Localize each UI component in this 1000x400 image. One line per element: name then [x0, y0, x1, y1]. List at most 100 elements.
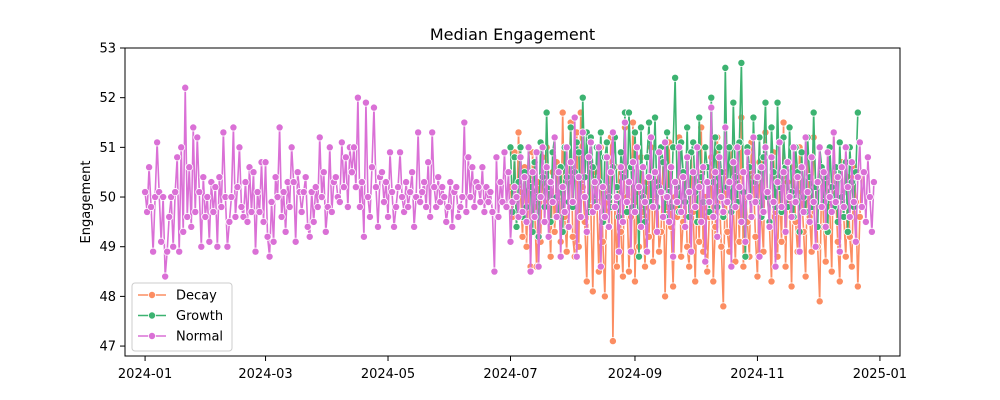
data-point — [751, 197, 760, 206]
data-point — [612, 193, 621, 202]
data-point — [691, 202, 700, 211]
data-point — [536, 193, 545, 202]
data-point — [255, 207, 264, 216]
data-point — [406, 188, 415, 197]
data-point — [410, 222, 419, 231]
data-point — [343, 202, 352, 211]
data-point — [645, 173, 654, 182]
data-point — [442, 217, 451, 226]
legend-frame — [131, 282, 233, 352]
data-point — [761, 98, 770, 107]
data-point — [584, 153, 593, 162]
data-point — [494, 212, 503, 221]
data-point — [367, 163, 376, 172]
data-point — [480, 207, 489, 216]
data-point — [705, 197, 714, 206]
data-point — [502, 202, 511, 211]
data-point — [500, 148, 509, 157]
data-point — [827, 267, 836, 276]
data-point — [779, 168, 788, 177]
data-point — [496, 178, 505, 187]
data-point — [490, 267, 499, 276]
data-point — [695, 113, 704, 122]
data-point — [739, 262, 748, 271]
data-point — [695, 237, 704, 246]
data-point — [219, 128, 228, 137]
data-point — [476, 197, 485, 206]
data-point — [402, 178, 411, 187]
data-point — [349, 143, 358, 152]
data-point — [191, 207, 200, 216]
data-point — [149, 247, 158, 256]
data-point — [327, 207, 336, 216]
data-point — [474, 183, 483, 192]
data-point — [723, 197, 732, 206]
data-point — [566, 158, 575, 167]
data-point — [418, 188, 427, 197]
data-point — [440, 193, 449, 202]
legend-item: Normal — [138, 330, 223, 345]
data-point — [566, 123, 575, 132]
data-point — [193, 133, 202, 142]
data-point — [779, 118, 788, 127]
data-point — [426, 212, 435, 221]
data-point — [357, 178, 366, 187]
data-point — [534, 262, 543, 271]
data-point — [707, 93, 716, 102]
data-point — [369, 103, 378, 112]
data-point — [755, 252, 764, 261]
data-point — [183, 212, 192, 221]
data-point — [301, 173, 310, 182]
data-point — [237, 202, 246, 211]
data-point — [277, 212, 286, 221]
data-point — [243, 217, 252, 226]
data-point — [556, 252, 565, 261]
data-point — [161, 272, 170, 281]
data-point — [618, 217, 627, 226]
data-point — [711, 133, 720, 142]
data-point — [773, 178, 782, 187]
data-point — [813, 178, 822, 187]
data-point — [159, 193, 168, 202]
data-point — [787, 212, 796, 221]
data-point — [634, 183, 643, 192]
data-point — [550, 133, 559, 142]
data-point — [514, 128, 523, 137]
data-point — [801, 272, 810, 281]
data-point — [460, 118, 469, 127]
data-point — [661, 292, 670, 301]
data-point — [522, 217, 531, 226]
data-point — [608, 128, 617, 137]
data-point — [365, 212, 374, 221]
data-point — [683, 153, 692, 162]
data-point — [689, 168, 698, 177]
data-point — [185, 163, 194, 172]
data-point — [632, 143, 641, 152]
legend-item: Decay — [138, 289, 217, 304]
data-point — [747, 212, 756, 221]
data-point — [464, 153, 473, 162]
data-point — [462, 207, 471, 216]
data-point — [428, 128, 437, 137]
data-point — [562, 247, 571, 256]
data-point — [596, 262, 605, 271]
data-point — [767, 153, 776, 162]
data-point — [853, 282, 862, 291]
data-point — [763, 188, 772, 197]
data-point — [335, 197, 344, 206]
data-point — [313, 202, 322, 211]
data-point — [753, 272, 762, 281]
data-point — [815, 297, 824, 306]
data-point — [773, 98, 782, 107]
data-point — [767, 123, 776, 132]
data-point — [578, 93, 587, 102]
data-point — [637, 222, 646, 231]
data-point — [285, 202, 294, 211]
data-point — [863, 153, 872, 162]
data-point — [789, 143, 798, 152]
data-point — [841, 143, 850, 152]
data-point — [263, 232, 272, 241]
data-point — [811, 242, 820, 251]
data-point — [630, 277, 639, 286]
data-point — [620, 118, 629, 127]
